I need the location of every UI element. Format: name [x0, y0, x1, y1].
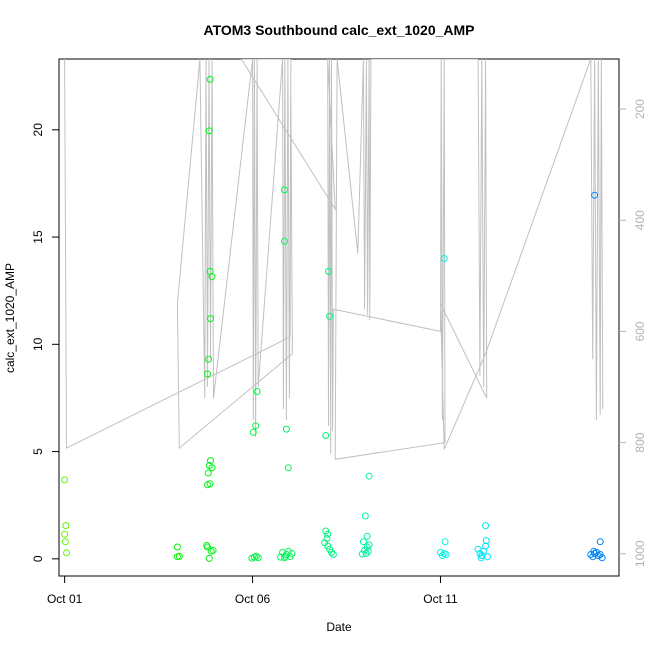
plot-area-frame — [58, 58, 620, 577]
data-point — [358, 550, 366, 558]
data-point — [328, 548, 335, 556]
data-point — [329, 551, 337, 558]
data-point — [62, 522, 70, 530]
x-axis-label: Date — [326, 620, 352, 634]
data-point — [254, 554, 262, 562]
data-point — [281, 186, 288, 194]
data-point — [205, 355, 213, 363]
data-point — [252, 422, 260, 430]
data-point — [441, 538, 449, 546]
data-point — [205, 127, 213, 135]
data-point — [359, 538, 367, 546]
line-series — [64, 59, 604, 460]
y-tick-label: 5 — [31, 448, 45, 455]
data-point — [288, 550, 296, 557]
data-point — [324, 530, 332, 538]
chart-title: ATOM3 Southbound calc_ext_1020_AMP — [204, 22, 475, 38]
data-point — [281, 237, 288, 245]
data-point — [482, 537, 490, 545]
y-tick-label: 0 — [31, 555, 45, 562]
data-point — [204, 469, 212, 477]
x-axis: Oct 01 Oct 06 Oct 11 — [47, 576, 458, 606]
data-point — [282, 552, 290, 560]
data-point — [61, 538, 69, 546]
data-point — [482, 542, 490, 550]
data-point — [61, 530, 69, 538]
y-axis: 0 5 10 15 20 — [31, 123, 59, 562]
x-tick-label: Oct 06 — [235, 592, 271, 606]
data-point — [361, 546, 369, 554]
data-point — [209, 546, 217, 554]
data-point — [364, 547, 372, 555]
data-point — [596, 538, 604, 546]
scatter-series — [61, 75, 606, 562]
x-tick-label: Oct 01 — [47, 592, 83, 606]
y-tick-label: 20 — [31, 123, 45, 137]
data-point — [361, 512, 369, 520]
data-point — [204, 543, 211, 551]
data-point — [365, 472, 373, 480]
data-point — [476, 550, 484, 557]
data-point — [207, 315, 214, 323]
data-point — [440, 255, 448, 262]
y-axis-label: calc_ext_1020_AMP — [3, 263, 17, 373]
x-tick-label: Oct 11 — [423, 592, 458, 606]
y-tick-label: 10 — [31, 337, 45, 351]
y-right-tick-label: 1000 — [633, 540, 647, 567]
data-point — [590, 547, 598, 555]
data-point — [591, 191, 599, 199]
data-point — [442, 551, 450, 558]
y-right-tick-label: 800 — [633, 432, 647, 452]
data-point — [63, 549, 70, 557]
data-point — [277, 553, 285, 561]
data-point — [323, 535, 331, 542]
y-tick-label: 15 — [31, 230, 45, 244]
data-point — [249, 428, 257, 436]
data-point — [484, 553, 491, 561]
y-right-tick-label: 200 — [633, 99, 647, 119]
series-line — [64, 59, 604, 460]
data-point — [363, 532, 371, 540]
data-point — [326, 312, 334, 320]
y-right-tick-label: 400 — [633, 210, 647, 230]
data-point — [282, 425, 290, 433]
data-point — [61, 476, 69, 484]
data-point — [173, 543, 181, 551]
data-point — [253, 388, 261, 395]
data-point — [322, 432, 330, 439]
data-point — [208, 464, 216, 472]
data-point — [598, 554, 606, 562]
data-point — [362, 550, 370, 557]
data-point — [325, 267, 332, 275]
data-point — [207, 457, 214, 465]
data-point — [206, 480, 214, 488]
data-point — [175, 552, 183, 560]
data-point — [208, 273, 216, 281]
data-point — [477, 554, 485, 562]
data-point — [204, 370, 211, 378]
data-point — [284, 464, 292, 472]
data-point — [438, 552, 446, 560]
data-point — [252, 552, 260, 560]
y-right-tick-label: 600 — [633, 321, 647, 341]
y-axis-right: 200 400 600 800 1000 — [619, 99, 647, 567]
data-point — [482, 522, 490, 530]
data-point — [206, 75, 214, 83]
data-point — [205, 554, 213, 562]
